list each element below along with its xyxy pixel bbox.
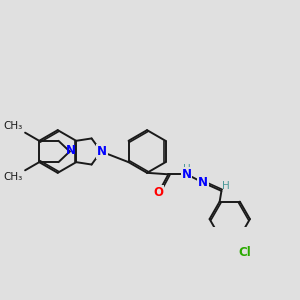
Text: N: N (182, 168, 192, 181)
Text: N: N (198, 176, 208, 189)
Text: CH₃: CH₃ (4, 172, 23, 182)
Text: N: N (97, 145, 107, 158)
Text: H: H (183, 164, 190, 174)
Text: O: O (154, 186, 164, 199)
Text: N: N (66, 144, 76, 158)
Text: N: N (97, 145, 107, 158)
Text: Cl: Cl (238, 246, 251, 259)
Text: CH₃: CH₃ (4, 121, 23, 131)
Text: H: H (222, 181, 230, 191)
